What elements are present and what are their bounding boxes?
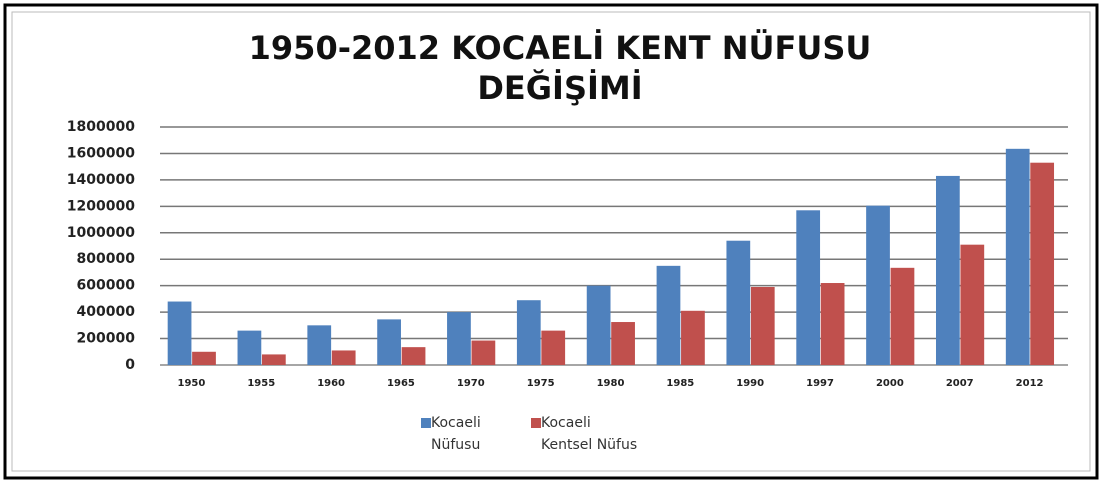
bar	[447, 312, 471, 365]
x-tick-label: 1960	[317, 378, 345, 389]
bar	[935, 175, 960, 365]
y-tick-label: 400000	[77, 304, 136, 320]
y-tick-label: 1600000	[67, 145, 135, 161]
x-tick-label: 2000	[876, 378, 904, 389]
chart-title: 1950-2012 KOCAELİ KENT NÜFUSU	[249, 29, 872, 67]
bar	[192, 351, 216, 365]
legend-swatch	[531, 418, 541, 428]
legend-label: Kocaeli Kentsel Nüfus	[541, 415, 638, 453]
bar	[866, 205, 890, 365]
bar	[726, 240, 751, 365]
bar	[796, 210, 821, 365]
bar	[471, 340, 496, 365]
bar	[331, 350, 356, 365]
y-tick-label: 1400000	[67, 172, 135, 188]
bar	[167, 301, 192, 365]
bar	[960, 244, 985, 365]
bar	[541, 330, 566, 365]
bar	[656, 265, 681, 365]
y-tick-label: 1800000	[67, 119, 135, 135]
bar	[586, 285, 611, 365]
bar	[890, 267, 915, 365]
x-tick-label: 1997	[806, 378, 834, 389]
chart-title: DEĞİŞİMİ	[477, 68, 642, 107]
x-tick-label: 1975	[527, 378, 555, 389]
x-tick-label: 2007	[946, 378, 974, 389]
x-tick-label: 1990	[736, 378, 764, 389]
bar	[377, 319, 401, 365]
frame	[3, 3, 1099, 480]
x-tick-label: 1970	[457, 378, 485, 389]
bar	[401, 347, 426, 365]
x-tick-label: 1955	[247, 378, 275, 389]
bar	[611, 322, 635, 365]
bar	[750, 286, 775, 365]
bar	[1005, 148, 1030, 365]
bar	[1030, 162, 1055, 365]
bar	[307, 325, 332, 365]
x-tick-label: 1950	[178, 378, 206, 389]
y-tick-label: 1200000	[67, 198, 135, 214]
x-tick-label: 1985	[666, 378, 694, 389]
y-tick-label: 800000	[77, 251, 136, 267]
x-tick-label: 1980	[597, 378, 625, 389]
bar	[237, 330, 262, 365]
y-tick-label: 0	[125, 357, 135, 373]
bar	[820, 283, 845, 365]
y-tick-label: 600000	[77, 278, 136, 294]
bar	[516, 300, 541, 365]
bar	[261, 354, 286, 365]
legend-swatch	[421, 418, 431, 428]
bar	[681, 310, 705, 365]
x-tick-label: 2012	[1016, 378, 1044, 389]
x-tick-label: 1965	[387, 378, 415, 389]
y-tick-label: 200000	[77, 331, 136, 347]
legend-label: Kocaeli Nüfusu	[431, 415, 481, 453]
inner-frame	[11, 11, 1091, 472]
y-tick-label: 1000000	[67, 225, 135, 241]
